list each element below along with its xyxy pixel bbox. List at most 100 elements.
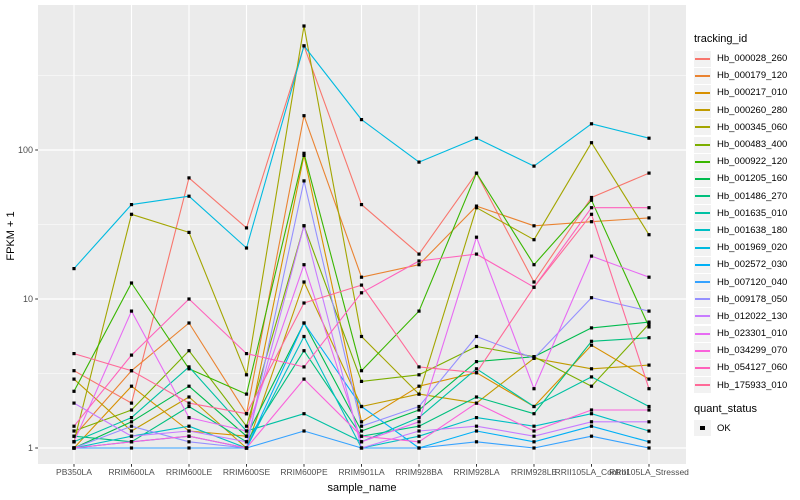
data-point [532, 356, 536, 360]
data-point [417, 420, 421, 424]
data-point [417, 309, 421, 313]
data-point [302, 377, 306, 381]
data-point [417, 416, 421, 420]
data-point [417, 263, 421, 267]
x-tick-label: RRIM600PE [280, 467, 328, 477]
data-point [589, 408, 594, 412]
x-axis-title: sample_name [327, 482, 396, 494]
data-point [129, 309, 134, 313]
x-tick-label: RRII105LA_Control [555, 467, 629, 477]
legend-line-swatch [695, 315, 710, 318]
legend-key-box [694, 342, 711, 359]
legend-line-swatch [695, 384, 710, 387]
legend-item: Hb_001205_160 [694, 170, 787, 187]
data-point [359, 440, 364, 444]
data-point [589, 122, 594, 126]
data-point [589, 198, 594, 202]
data-point [359, 369, 364, 373]
data-point [417, 259, 421, 263]
legend-line-swatch [695, 332, 710, 335]
legend-item: Hb_000028_260 [694, 50, 787, 67]
data-point [187, 384, 191, 388]
data-point [72, 440, 76, 444]
data-point [532, 424, 536, 428]
legend-key-box [694, 170, 711, 187]
legend-item: Hb_000179_120 [694, 67, 787, 84]
data-point [187, 395, 191, 399]
data-point [532, 429, 536, 433]
legend-item-label: Hb_001635_010 [717, 207, 788, 219]
data-point [129, 434, 134, 438]
data-point [532, 434, 536, 438]
data-point [72, 352, 76, 356]
data-point [532, 224, 536, 228]
data-point [474, 252, 479, 256]
data-point [589, 412, 594, 416]
legend-key-box [694, 188, 711, 205]
data-point [474, 440, 479, 444]
data-point [359, 434, 364, 438]
data-point [532, 285, 536, 289]
legend-key-box [694, 102, 711, 119]
legend-line-swatch [695, 366, 710, 369]
data-point [187, 416, 191, 420]
data-point [244, 392, 249, 396]
data-point [417, 252, 421, 256]
legend-key-box [694, 205, 711, 222]
data-point [532, 263, 536, 267]
legend-key-box [694, 274, 711, 291]
data-point [244, 246, 249, 250]
data-point [474, 235, 479, 239]
data-point [474, 334, 479, 339]
legend-item-label: Hb_009178_050 [717, 293, 788, 305]
y-tick-label: 100 [18, 145, 33, 155]
data-point [417, 404, 421, 409]
legend-item: Hb_001486_270 [694, 188, 787, 205]
data-point [129, 401, 134, 405]
data-point [359, 291, 364, 295]
data-point [302, 301, 306, 305]
legend-item-label: Hb_054127_060 [717, 362, 788, 374]
data-point [647, 420, 651, 424]
data-point [72, 401, 76, 405]
data-point [359, 420, 364, 424]
data-point [359, 118, 364, 122]
data-point [474, 344, 479, 349]
legend-item-label: Hb_000922_120 [717, 156, 788, 168]
legend-item-label: Hb_034299_070 [717, 345, 788, 357]
legend-line-swatch [695, 126, 710, 129]
data-point [187, 176, 191, 180]
legend-line-swatch [695, 74, 710, 77]
data-point [129, 281, 134, 285]
data-point [244, 226, 249, 230]
data-point [129, 408, 134, 412]
point-marker-icon [700, 425, 705, 431]
data-point [647, 440, 651, 444]
data-point [244, 424, 249, 428]
data-point [129, 416, 134, 420]
legend-key-box [694, 67, 711, 84]
legend-key-box [694, 308, 711, 325]
legend-item-label: Hb_007120_040 [717, 276, 788, 288]
data-point [417, 429, 421, 433]
legend-item: Hb_023301_010 [694, 325, 787, 342]
legend-line-swatch [695, 57, 710, 60]
data-point [417, 392, 421, 396]
legend-item: Hb_001638_180 [694, 222, 787, 239]
chart: 1 10 100 PB350LA RRIM600LA RRIM600LE RRIM600SE… [5, 5, 689, 494]
legend-key-box [694, 119, 711, 136]
data-point [532, 280, 536, 284]
y-tick-label: 1 [28, 443, 33, 453]
legend-item-label: Hb_000217_010 [717, 87, 788, 99]
legend-item: Hb_054127_060 [694, 359, 787, 376]
legend-key-box [694, 222, 711, 239]
data-point [302, 151, 306, 155]
data-point [647, 429, 651, 433]
x-tick-label: RRIM928LA [453, 467, 500, 477]
data-point [72, 377, 76, 381]
data-point [417, 446, 421, 450]
data-point [589, 367, 594, 371]
legend-item-label: Hb_001969_020 [717, 242, 788, 254]
data-point [244, 352, 249, 356]
data-point [72, 389, 76, 393]
